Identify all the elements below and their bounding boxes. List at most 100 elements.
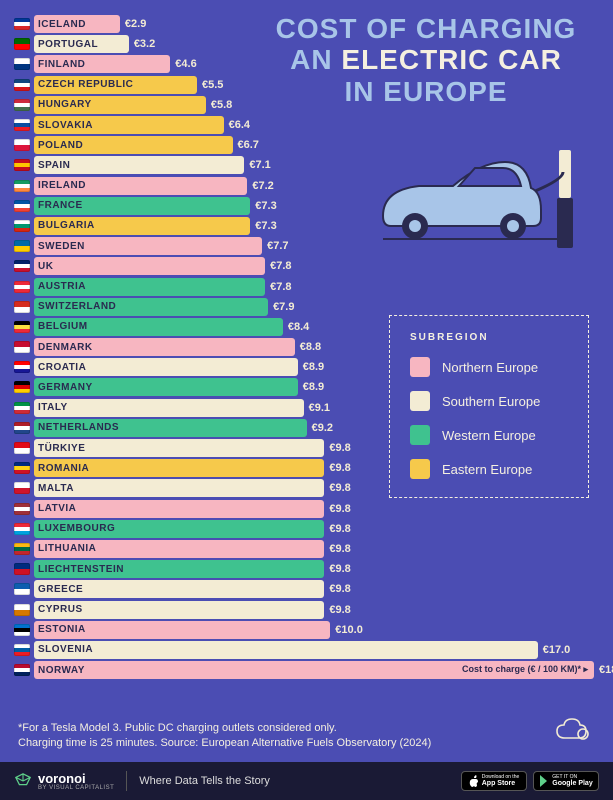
bar-row: CZECH REPUBLIC €5.5: [14, 75, 594, 95]
legend-label: Eastern Europe: [442, 462, 532, 477]
flag-icon: [14, 523, 30, 535]
flag-icon: [14, 281, 30, 293]
value-label: €5.5: [202, 79, 223, 91]
value-label: €7.7: [267, 240, 288, 252]
value-label: €8.4: [288, 321, 309, 333]
country-label: ROMANIA: [38, 463, 89, 474]
legend-swatch: [410, 391, 430, 411]
value-label: €7.1: [249, 159, 270, 171]
legend-box: SUBREGION Northern EuropeSouthern Europe…: [389, 315, 589, 498]
bar-row: ICELAND€2.9: [14, 14, 594, 34]
voronoi-icon: [14, 772, 32, 790]
flag-icon: [14, 301, 30, 313]
flag-icon: [14, 361, 30, 373]
flag-icon: [14, 119, 30, 131]
country-label: HUNGARY: [38, 99, 92, 110]
flag-icon: [14, 381, 30, 393]
appstore-bottom: App Store: [482, 780, 520, 787]
value-label: €8.8: [300, 341, 321, 353]
country-label: UK: [38, 261, 53, 272]
value-label: €7.2: [252, 180, 273, 192]
bar-row: HUNGARY€5.8: [14, 95, 594, 115]
value-label: €17.0: [543, 644, 571, 656]
value-label: €9.1: [309, 402, 330, 414]
google-play-badge[interactable]: GET IT ON Google Play: [533, 771, 599, 791]
value-label: €9.8: [329, 563, 350, 575]
app-store-badge[interactable]: Download on the App Store: [461, 771, 527, 791]
apple-icon: [469, 775, 479, 787]
footnote-line2: Charging time is 25 minutes. Source: Eur…: [18, 736, 431, 750]
country-label: FINLAND: [38, 59, 85, 70]
value-label: €6.4: [229, 119, 250, 131]
flag-icon: [14, 543, 30, 555]
value-label: €9.8: [329, 442, 350, 454]
brand-logo: voronoi BY VISUAL CAPITALIST: [14, 771, 114, 791]
country-label: SLOVENIA: [38, 644, 93, 655]
flag-icon: [14, 79, 30, 91]
bar-row: NORWAY€18.9Cost to charge (€ / 100 KM)* …: [14, 660, 594, 680]
flag-icon: [14, 563, 30, 575]
country-label: GERMANY: [38, 382, 93, 393]
flag-icon: [14, 422, 30, 434]
legend-item: Eastern Europe: [410, 459, 568, 479]
legend-label: Western Europe: [442, 428, 536, 443]
flag-icon: [14, 604, 30, 616]
flag-icon: [14, 240, 30, 252]
country-label: SWITZERLAND: [38, 301, 116, 312]
country-label: CZECH REPUBLIC: [38, 79, 133, 90]
bar: [34, 641, 538, 659]
value-label: €7.8: [270, 281, 291, 293]
value-label: €9.8: [329, 604, 350, 616]
country-label: NORWAY: [38, 665, 85, 676]
bar-row: PORTUGAL €3.2: [14, 34, 594, 54]
value-label: €7.9: [273, 301, 294, 313]
value-label: €9.8: [329, 523, 350, 535]
bar: [34, 500, 324, 518]
legend-swatch: [410, 357, 430, 377]
flag-icon: [14, 200, 30, 212]
flag-icon: [14, 38, 30, 50]
country-label: ESTONIA: [38, 624, 86, 635]
play-bottom: Google Play: [552, 780, 592, 787]
country-label: BULGARIA: [38, 220, 95, 231]
value-label: €3.2: [134, 38, 155, 50]
legend-swatch: [410, 425, 430, 445]
value-label: €9.8: [329, 462, 350, 474]
value-label: €7.8: [270, 260, 291, 272]
axis-label: Cost to charge (€ / 100 KM)* ▸: [462, 664, 588, 675]
flag-icon: [14, 644, 30, 656]
country-label: TÜRKIYE: [38, 443, 85, 454]
flag-icon: [14, 220, 30, 232]
country-label: SPAIN: [38, 160, 70, 171]
country-label: NETHERLANDS: [38, 422, 119, 433]
footnote: *For a Tesla Model 3. Public DC charging…: [18, 721, 431, 750]
country-label: ITALY: [38, 402, 68, 413]
flag-icon: [14, 462, 30, 474]
flag-icon: [14, 503, 30, 515]
legend-item: Western Europe: [410, 425, 568, 445]
value-label: €9.8: [329, 543, 350, 555]
country-label: FRANCE: [38, 200, 83, 211]
value-label: €9.8: [329, 482, 350, 494]
bar-row: LUXEMBOURG€9.8: [14, 519, 594, 539]
bar-row: SWITZERLAND €7.9: [14, 297, 594, 317]
flag-icon: [14, 18, 30, 30]
legend-item: Southern Europe: [410, 391, 568, 411]
value-label: €8.9: [303, 361, 324, 373]
value-label: €9.8: [329, 583, 350, 595]
bar-row: FINLAND€4.6: [14, 54, 594, 74]
country-label: AUSTRIA: [38, 281, 86, 292]
country-label: LATVIA: [38, 503, 76, 514]
bar-row: UK €7.8: [14, 256, 594, 276]
country-label: LITHUANIA: [38, 543, 96, 554]
flag-icon: [14, 402, 30, 414]
flag-icon: [14, 180, 30, 192]
value-label: €7.3: [255, 220, 276, 232]
value-label: €6.7: [238, 139, 259, 151]
country-label: PORTUGAL: [38, 39, 98, 50]
country-label: SWEDEN: [38, 241, 85, 252]
country-label: MALTA: [38, 483, 74, 494]
country-label: SLOVAKIA: [38, 120, 93, 131]
value-label: €10.0: [335, 624, 363, 636]
bar-row: CYPRUS€9.8: [14, 599, 594, 619]
